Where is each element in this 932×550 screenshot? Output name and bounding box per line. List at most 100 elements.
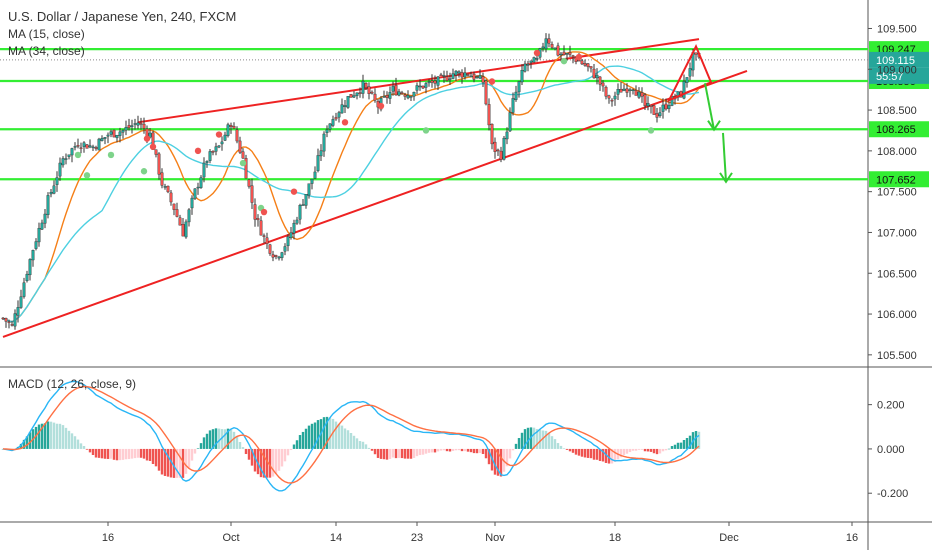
macd-histogram-bar	[349, 432, 353, 449]
macd-histogram-bar	[283, 448, 287, 462]
legend-ma15[interactable]: MA (15, close)	[8, 27, 85, 41]
candle-body	[412, 91, 416, 97]
candle-body	[217, 145, 221, 148]
candle-body	[136, 122, 140, 126]
projection-arrow-1[interactable]	[722, 132, 727, 182]
candle-body	[658, 112, 662, 117]
macd-histogram-bar	[40, 423, 44, 449]
candle-body	[295, 219, 299, 224]
candle-body	[622, 88, 626, 91]
macd-histogram-bar	[166, 448, 170, 477]
macd-histogram-bar	[304, 428, 308, 449]
candle-body	[646, 103, 650, 107]
candle-body	[484, 80, 488, 105]
candle-body	[313, 171, 317, 179]
macd-histogram-bar	[430, 448, 434, 453]
candle-body	[541, 46, 545, 49]
macd-histogram-bar	[25, 436, 29, 449]
legend-ma34[interactable]: MA (34, close)	[8, 44, 85, 58]
time-tick-label: 16	[102, 532, 114, 544]
candle-body	[79, 147, 83, 149]
candle-body	[184, 221, 188, 238]
candle-body	[568, 52, 572, 55]
macd-histogram-bar	[175, 448, 179, 478]
candle-body	[4, 317, 8, 322]
macd-histogram-bar	[550, 436, 554, 449]
trendline-0[interactable]	[2, 69, 748, 338]
macd-histogram-bar	[37, 424, 41, 449]
moving-averages	[2, 51, 700, 323]
macd-histogram-bar	[223, 429, 227, 449]
candle-body	[493, 141, 497, 152]
last-price-label: 109.115	[876, 55, 915, 67]
projection-arrow-0[interactable]	[704, 82, 715, 130]
candle-body	[340, 104, 344, 114]
macd-histogram-bar	[568, 448, 572, 452]
pattern-triangle[interactable]	[666, 44, 713, 103]
candle-body	[211, 150, 215, 153]
candle-body	[37, 227, 41, 243]
candle-body	[688, 68, 692, 77]
macd-histogram-bar	[451, 448, 455, 451]
macd-histogram-bar	[109, 448, 113, 459]
level-tag-3	[869, 171, 929, 188]
macd-histogram-bar	[673, 444, 677, 449]
macd-histogram-bar	[151, 448, 155, 464]
macd-histogram-bar	[565, 448, 569, 450]
macd-histogram-bar	[649, 448, 653, 452]
candle-body	[454, 70, 458, 76]
macd-histogram-bar	[664, 448, 668, 451]
candle-body	[16, 307, 20, 316]
macd-histogram-bar	[385, 448, 389, 460]
candle-body	[400, 92, 404, 94]
macd-histogram-bar	[328, 417, 332, 449]
candle-body	[577, 59, 581, 62]
macd-histogram-bar	[505, 448, 509, 467]
macd-histogram-bar	[475, 448, 479, 454]
candle-body	[544, 38, 548, 49]
candle-body	[328, 123, 332, 130]
macd-histogram-bar	[460, 448, 464, 452]
macd-histogram-bar	[124, 448, 128, 460]
candle-body	[616, 89, 620, 95]
macd-histogram-bar	[64, 427, 68, 449]
candle-body	[382, 96, 386, 98]
projection-drawing[interactable]	[666, 44, 733, 184]
time-tick-label: Dec	[719, 532, 739, 544]
macd-histogram-bar	[97, 448, 101, 458]
candle-body	[265, 237, 269, 244]
macd-histogram-bar	[628, 448, 632, 453]
macd-histogram-bar	[343, 428, 347, 449]
macd-histogram-bar	[589, 448, 593, 459]
candle-body	[232, 126, 236, 129]
price-tick-label: 107.000	[877, 227, 917, 239]
candle-body	[370, 91, 374, 94]
candle-body	[562, 51, 566, 56]
legend-macd[interactable]: MACD (12, 26, close, 9)	[8, 377, 137, 391]
macd-histogram-bar	[382, 448, 386, 460]
countdown-label: 55:57	[876, 71, 904, 83]
macd-histogram-bar	[574, 448, 578, 455]
candle-body	[373, 93, 377, 101]
macd-histogram-bar	[316, 420, 320, 449]
candle-body	[205, 161, 209, 163]
macd-pane[interactable]	[1, 380, 701, 492]
candle-body	[358, 92, 362, 94]
macd-histogram-bar	[670, 446, 674, 449]
candle-body	[625, 88, 629, 93]
candle-body	[103, 137, 107, 139]
candle-body	[535, 58, 539, 60]
candle-body	[343, 105, 347, 107]
trendline-1[interactable]	[137, 38, 700, 124]
trendlines[interactable]	[2, 38, 748, 338]
candle-body	[556, 45, 560, 56]
candle-body	[580, 60, 584, 65]
macd-histogram-bar	[601, 448, 605, 462]
candle-body	[526, 64, 530, 66]
candle-body	[268, 244, 272, 254]
candle-body	[682, 81, 686, 99]
candle-body	[514, 91, 518, 100]
